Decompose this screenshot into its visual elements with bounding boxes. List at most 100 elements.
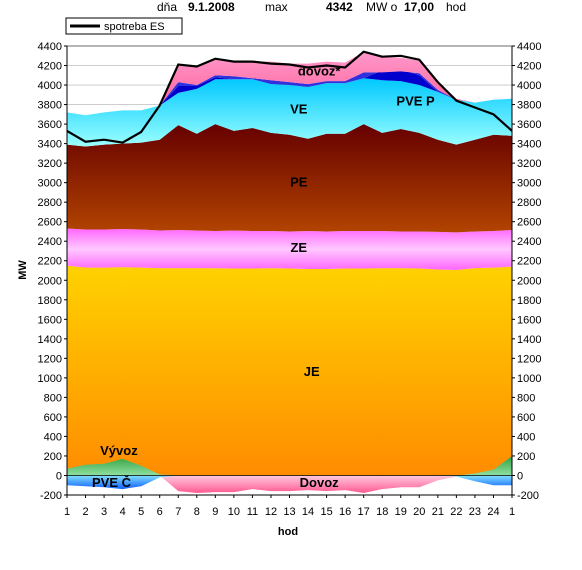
y-tick-label-left: 1200 xyxy=(38,353,62,365)
y-tick-label-right: 3000 xyxy=(517,178,541,190)
y-tick-label-left: 200 xyxy=(44,451,62,463)
area-pve-p xyxy=(67,69,512,116)
x-tick-label: 5 xyxy=(138,506,144,518)
area-label-dovoz: Dovoz xyxy=(300,475,340,490)
x-tick-label: 24 xyxy=(487,506,499,518)
y-tick-label-left: 800 xyxy=(44,392,62,404)
y-tick-label-right: 3800 xyxy=(517,100,541,112)
y-tick-label-left: 4000 xyxy=(38,80,62,92)
area-label-pve-p: PVE P xyxy=(396,94,435,109)
y-tick-label-right: 4200 xyxy=(517,61,541,73)
y-tick-label-left: 1600 xyxy=(38,314,62,326)
y-tick-label-left: 3800 xyxy=(38,100,62,112)
area-label-ze: ZE xyxy=(290,240,307,255)
y-tick-label-right: 3400 xyxy=(517,139,541,151)
x-tick-label: 9 xyxy=(212,506,218,518)
area-label-pe: PE xyxy=(290,175,308,190)
x-tick-label: 4 xyxy=(120,506,126,518)
y-tick-label-right: 3600 xyxy=(517,119,541,131)
x-tick-label: 11 xyxy=(247,506,258,518)
time-unit: hod xyxy=(446,0,467,14)
y-tick-label-left: 3600 xyxy=(38,119,62,131)
x-tick-label: 17 xyxy=(358,506,370,518)
area-label-je: JE xyxy=(304,364,320,379)
y-tick-label-right: 2200 xyxy=(517,256,541,268)
max-value: 4342 xyxy=(326,0,353,14)
y-tick-label-right: 2400 xyxy=(517,236,541,248)
x-tick-label: 10 xyxy=(228,506,240,518)
legend: spotreba ES xyxy=(65,17,183,35)
area-label-vyvoz: Vývoz xyxy=(100,443,138,458)
y-tick-label-right: 200 xyxy=(517,451,535,463)
x-tick-label: 16 xyxy=(339,506,351,518)
area-vyvoz xyxy=(67,456,512,476)
y-tick-label-left: 0 xyxy=(56,470,62,482)
y-tick-label-right: 600 xyxy=(517,412,535,424)
x-tick-label: 14 xyxy=(302,506,314,518)
x-tick-label: 1 xyxy=(64,506,70,518)
area-dovoz xyxy=(67,475,512,493)
area-label-ve: VE xyxy=(290,101,308,116)
y-tick-label-right: 4400 xyxy=(517,41,541,53)
y-tick-label-right: 2800 xyxy=(517,197,541,209)
area-label-pve-c: PVE Č xyxy=(92,475,132,490)
unit-text: MW o xyxy=(366,0,398,14)
y-tick-label-left: 3400 xyxy=(38,139,62,151)
y-tick-label-right: 2000 xyxy=(517,275,541,287)
date-prefix: dňa xyxy=(157,0,178,14)
max-label: max xyxy=(265,0,288,14)
area-label-dovoz-top: dovoz* xyxy=(298,63,342,78)
y-tick-label-left: 1400 xyxy=(38,334,62,346)
y-tick-label-right: 2600 xyxy=(517,217,541,229)
y-tick-label-left: 600 xyxy=(44,412,62,424)
time-value: 17,00 xyxy=(404,0,435,14)
y-tick-label-right: 400 xyxy=(517,431,535,443)
x-tick-label: 6 xyxy=(157,506,163,518)
x-tick-label: 18 xyxy=(376,506,388,518)
y-tick-label-left: 2000 xyxy=(38,275,62,287)
y-tick-label-right: 800 xyxy=(517,392,535,404)
y-tick-label-left: 1000 xyxy=(38,373,62,385)
y-tick-label-right: 1000 xyxy=(517,373,541,385)
y-tick-label-right: 1200 xyxy=(517,353,541,365)
y-axis-label: MW xyxy=(17,260,29,280)
area-pe xyxy=(67,124,512,233)
y-tick-label-right: 3200 xyxy=(517,158,541,170)
y-tick-label-left: -200 xyxy=(40,490,62,502)
area-pve-c xyxy=(67,475,512,490)
x-tick-label: 8 xyxy=(194,506,200,518)
y-tick-label-right: 1400 xyxy=(517,334,541,346)
x-tick-label: 3 xyxy=(101,506,107,518)
legend-box xyxy=(65,17,183,35)
y-tick-label-left: 2400 xyxy=(38,236,62,248)
y-tick-label-left: 1800 xyxy=(38,295,62,307)
x-tick-label: 13 xyxy=(283,506,295,518)
y-tick-label-left: 2600 xyxy=(38,217,62,229)
x-tick-label: 23 xyxy=(469,506,481,518)
x-tick-label: 2 xyxy=(82,506,88,518)
x-tick-label: 1 xyxy=(509,506,515,518)
y-tick-label-left: 400 xyxy=(44,431,62,443)
area-ze xyxy=(67,228,512,270)
y-tick-label-left: 2200 xyxy=(38,256,62,268)
consumption-line xyxy=(66,50,513,144)
x-axis-label: hod xyxy=(278,526,298,538)
y-tick-label-left: 4400 xyxy=(38,41,62,53)
spotreba-line xyxy=(66,50,513,144)
x-tick-label: 12 xyxy=(265,506,277,518)
area-ve xyxy=(67,78,512,147)
x-tick-label: 15 xyxy=(320,506,332,518)
x-tick-label: 20 xyxy=(413,506,425,518)
y-tick-label-left: 3000 xyxy=(38,178,62,190)
y-tick-label-right: 1800 xyxy=(517,295,541,307)
area-je xyxy=(67,265,512,476)
date-value: 9.1.2008 xyxy=(188,0,235,14)
legend-label: spotreba ES xyxy=(104,21,165,33)
y-tick-label-right: 0 xyxy=(517,470,523,482)
x-tick-label: 21 xyxy=(432,506,444,518)
x-tick-label: 22 xyxy=(450,506,462,518)
stacked-areas xyxy=(67,51,512,493)
area-dovoz-top xyxy=(67,51,512,116)
y-tick-label-right: 4000 xyxy=(517,80,541,92)
